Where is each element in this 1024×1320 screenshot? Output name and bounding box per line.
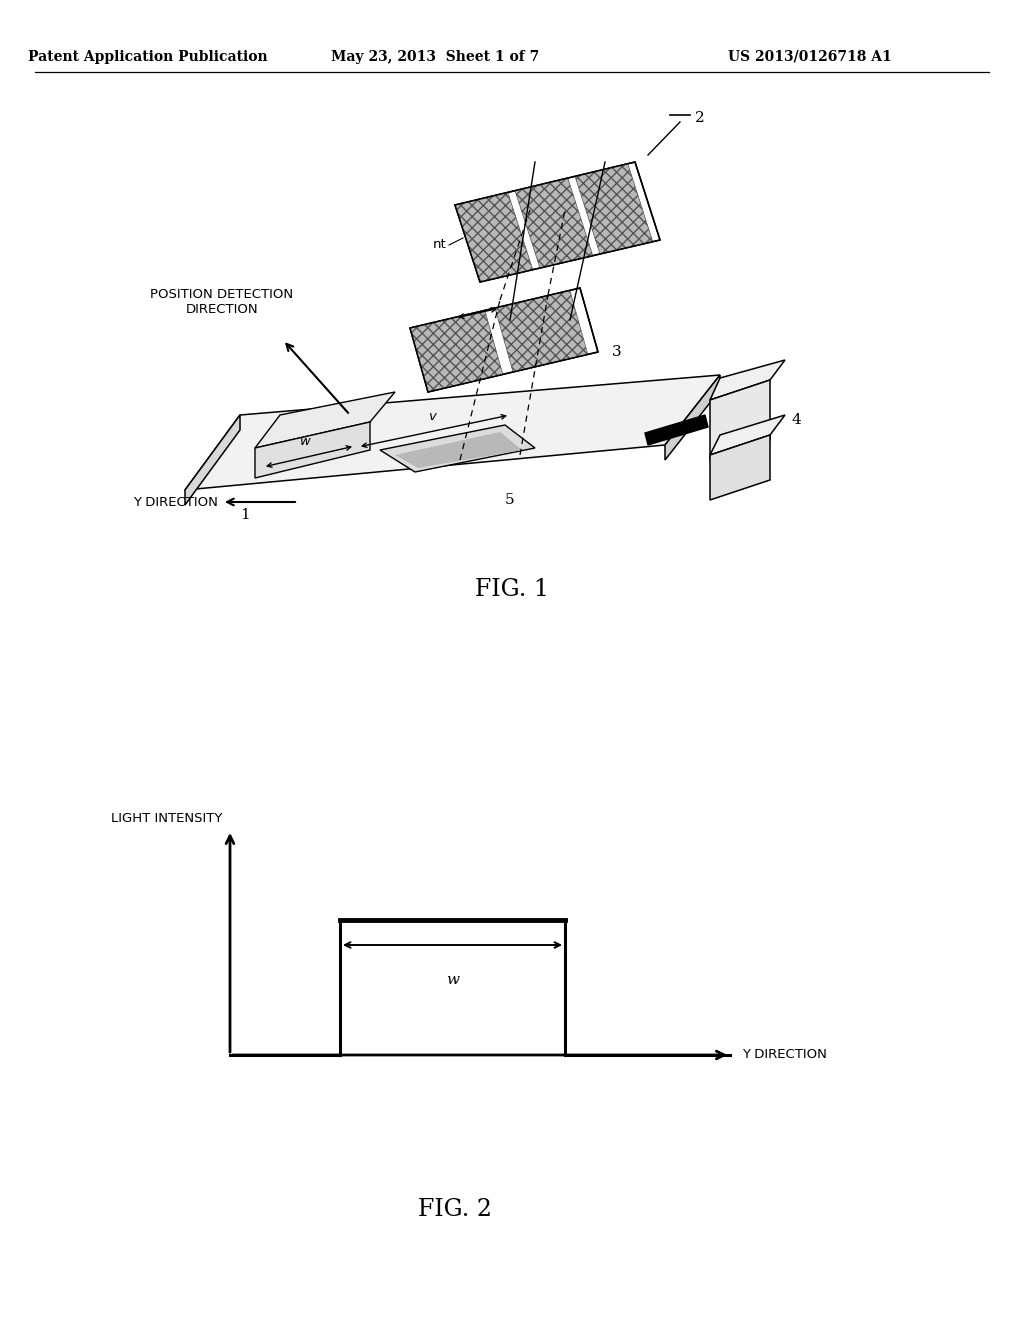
Polygon shape — [395, 432, 522, 469]
Polygon shape — [455, 193, 532, 282]
Text: Y DIRECTION: Y DIRECTION — [133, 495, 218, 508]
Text: nt: nt — [433, 239, 447, 252]
Text: FIG. 1: FIG. 1 — [475, 578, 549, 602]
Polygon shape — [645, 414, 708, 445]
Polygon shape — [410, 288, 598, 392]
Polygon shape — [710, 360, 785, 400]
Text: US 2013/0126718 A1: US 2013/0126718 A1 — [728, 50, 892, 63]
Text: 2: 2 — [695, 111, 705, 125]
Text: v: v — [428, 411, 436, 422]
Polygon shape — [185, 414, 240, 506]
Text: Patent Application Publication: Patent Application Publication — [29, 50, 268, 63]
Polygon shape — [710, 380, 770, 459]
Polygon shape — [380, 425, 535, 473]
Text: 3: 3 — [612, 345, 622, 359]
Polygon shape — [495, 290, 588, 372]
Polygon shape — [255, 392, 395, 447]
Polygon shape — [185, 375, 720, 490]
Polygon shape — [665, 375, 720, 459]
Polygon shape — [410, 310, 503, 392]
Polygon shape — [255, 422, 370, 478]
Text: 5: 5 — [505, 492, 515, 507]
Polygon shape — [710, 436, 770, 500]
Text: w: w — [300, 436, 310, 447]
Text: 4: 4 — [792, 413, 802, 426]
Polygon shape — [710, 414, 785, 455]
Polygon shape — [455, 162, 660, 282]
Polygon shape — [575, 164, 653, 253]
Polygon shape — [515, 178, 593, 268]
Text: POSITION DETECTION
DIRECTION: POSITION DETECTION DIRECTION — [151, 288, 294, 315]
Text: May 23, 2013  Sheet 1 of 7: May 23, 2013 Sheet 1 of 7 — [331, 50, 539, 63]
Text: LIGHT INTENSITY: LIGHT INTENSITY — [111, 812, 222, 825]
Text: 1: 1 — [240, 508, 250, 521]
Text: FIG. 2: FIG. 2 — [418, 1199, 492, 1221]
Text: w: w — [446, 973, 459, 987]
Text: Y DIRECTION: Y DIRECTION — [742, 1048, 826, 1061]
